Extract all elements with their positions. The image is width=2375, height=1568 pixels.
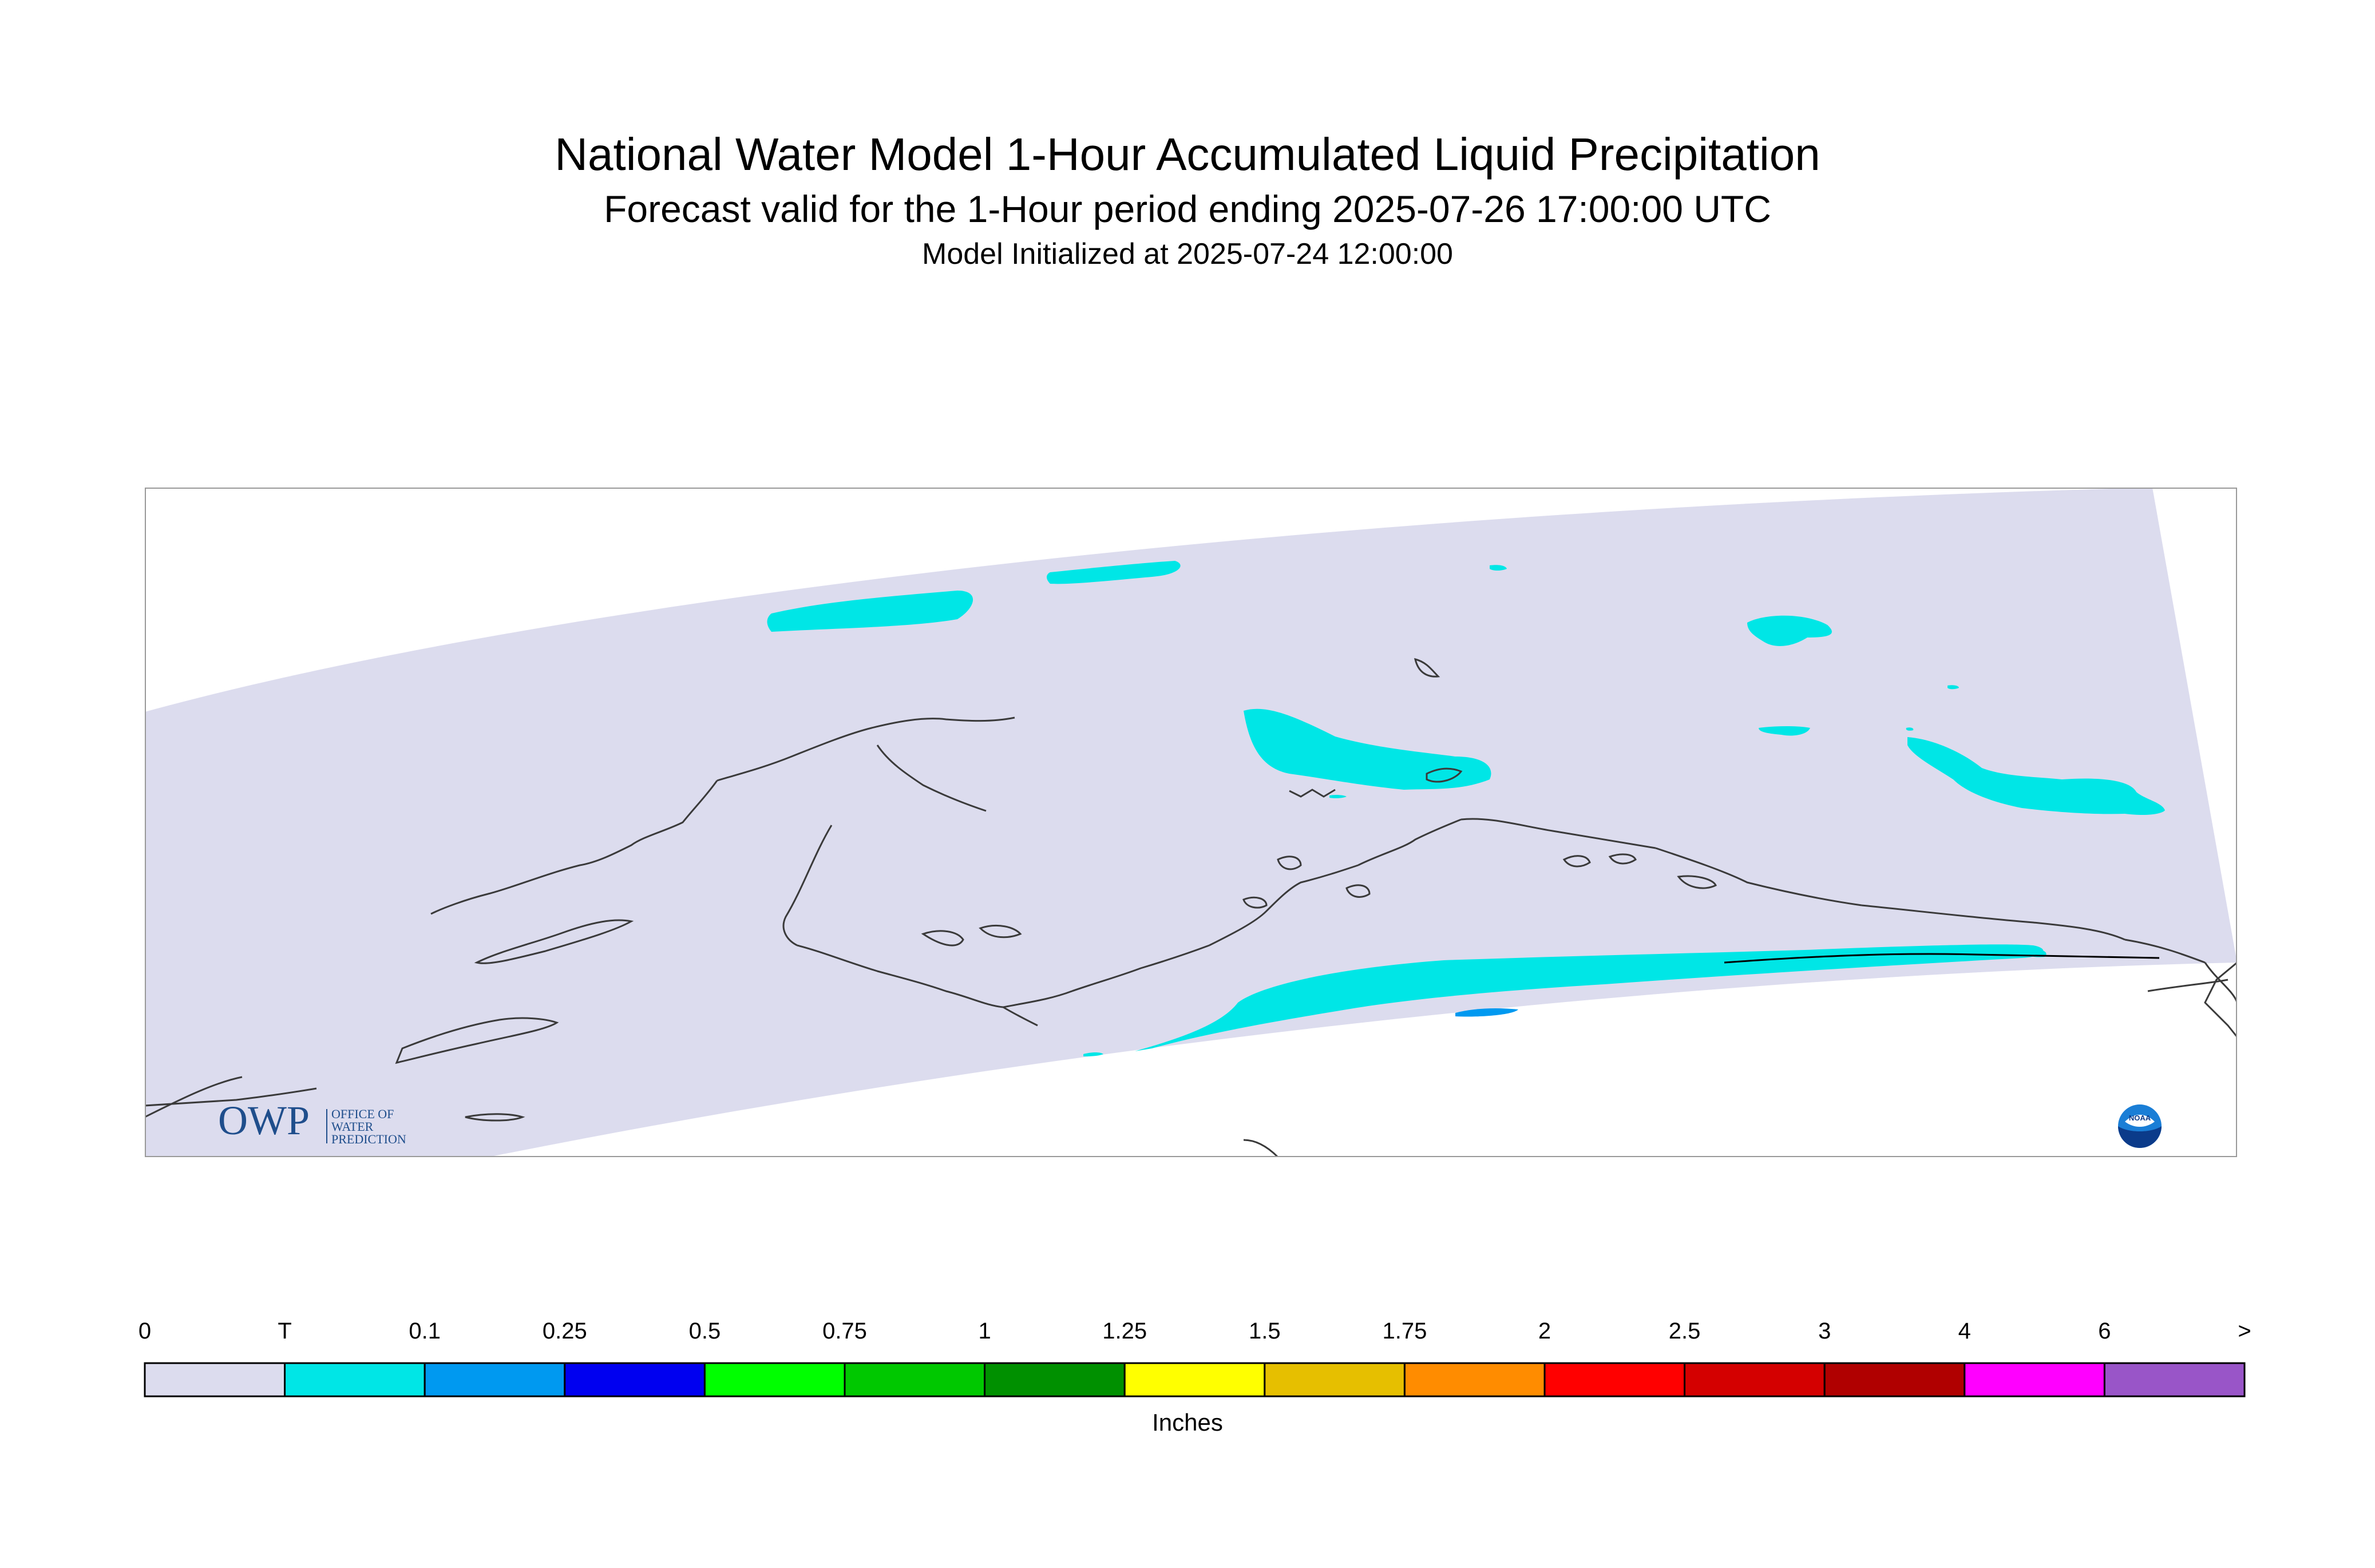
legend-swatch-10 — [1543, 1362, 1686, 1397]
legend-swatch-9 — [1403, 1362, 1546, 1397]
coastlines — [145, 658, 2237, 1157]
legend-tick-label: 4 — [1958, 1318, 1971, 1344]
legend-tick-label: 0.5 — [688, 1318, 721, 1344]
map-frame — [145, 488, 2237, 1157]
legend-swatch-11 — [1684, 1362, 1826, 1397]
legend-units: Inches — [1152, 1409, 1223, 1436]
svg-text:WATER: WATER — [331, 1119, 374, 1134]
legend-swatch-13 — [1964, 1362, 2105, 1397]
legend-swatch-6 — [984, 1362, 1126, 1397]
legend-swatch-4 — [703, 1362, 846, 1397]
legend-swatch-1 — [284, 1362, 426, 1397]
legend-tick-label: 1.25 — [1102, 1318, 1147, 1344]
map-title: National Water Model 1-Hour Accumulated … — [555, 129, 1820, 180]
legend-tick-label: 2.5 — [1668, 1318, 1701, 1344]
legend-swatch-2 — [423, 1362, 566, 1397]
precip-trace-areas — [767, 561, 2165, 1056]
legend-tick-label: 3 — [1818, 1318, 1831, 1344]
forecast-valid-subtitle: Forecast valid for the 1-Hour period end… — [604, 188, 1771, 230]
legend-swatch-0 — [144, 1362, 286, 1397]
noaa-seal-icon: NOAA — [2129, 1114, 2151, 1122]
international-border — [1724, 953, 2160, 964]
legend-swatch-14 — [2103, 1362, 2246, 1397]
legend-swatch-8 — [1264, 1362, 1406, 1397]
legend-tick-label: 1.75 — [1382, 1318, 1427, 1344]
legend-tick-label: 6 — [2098, 1318, 2111, 1344]
legend-tick-label: 0.1 — [409, 1318, 441, 1344]
model-init-time: Model Initialized at 2025-07-24 12:00:00 — [922, 237, 1453, 271]
legend-tick-label: T — [278, 1318, 292, 1344]
legend-swatch-12 — [1823, 1362, 1966, 1397]
legend-swatch-3 — [564, 1362, 706, 1397]
precipitation-map: OWP OFFICE OF WATER PREDICTION NOAA — [145, 488, 2237, 1157]
svg-text:PREDICTION: PREDICTION — [331, 1132, 406, 1146]
legend-tick-label: 1 — [978, 1318, 991, 1344]
legend-tick-label: 1.5 — [1248, 1318, 1281, 1344]
legend-tick-label: > — [2238, 1318, 2251, 1344]
legend-tick-label: 2 — [1538, 1318, 1551, 1344]
legend-tick-label: 0.25 — [542, 1318, 587, 1344]
svg-text:OFFICE OF: OFFICE OF — [331, 1107, 394, 1121]
precip-light-area — [1455, 1008, 1518, 1017]
noaa-logo: NOAA — [2116, 1102, 2164, 1150]
owp-logo-mark: OWP — [218, 1098, 310, 1143]
legend-tick-label: 0.75 — [822, 1318, 867, 1344]
legend-swatch-5 — [844, 1362, 986, 1397]
model-domain — [145, 488, 2237, 1157]
legend-tick-label: 0 — [138, 1318, 152, 1344]
owp-logo: OWP OFFICE OF WATER PREDICTION — [218, 1098, 406, 1146]
precip-legend — [144, 1362, 2246, 1397]
legend-swatch-7 — [1123, 1362, 1266, 1397]
